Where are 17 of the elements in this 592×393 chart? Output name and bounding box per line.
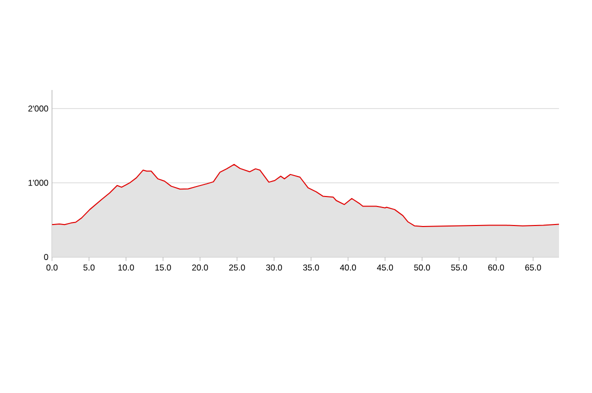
x-tick-label: 10.0 — [118, 264, 134, 271]
x-tick-label: 0.0 — [46, 264, 58, 271]
x-tick-label: 50.0 — [414, 264, 430, 271]
x-tick-label: 25.0 — [229, 264, 245, 271]
y-tick-label: 1'000 — [28, 180, 48, 186]
x-tick-label: 65.0 — [525, 264, 542, 271]
x-tick-label: 35.0 — [303, 264, 319, 271]
x-tick-label: 45.0 — [376, 264, 393, 271]
x-tick-label: 30.0 — [266, 264, 282, 271]
y-tick-label: 2'000 — [28, 106, 48, 112]
x-tick-label: 55.0 — [451, 264, 468, 271]
x-tick-label: 5.0 — [83, 264, 95, 271]
x-tick-label: 20.0 — [192, 264, 208, 271]
x-tick-label: 60.0 — [488, 264, 504, 271]
x-tick-label: 15.0 — [155, 264, 171, 271]
y-tick-label: 0 — [44, 254, 48, 260]
x-tick-label: 40.0 — [340, 264, 356, 271]
